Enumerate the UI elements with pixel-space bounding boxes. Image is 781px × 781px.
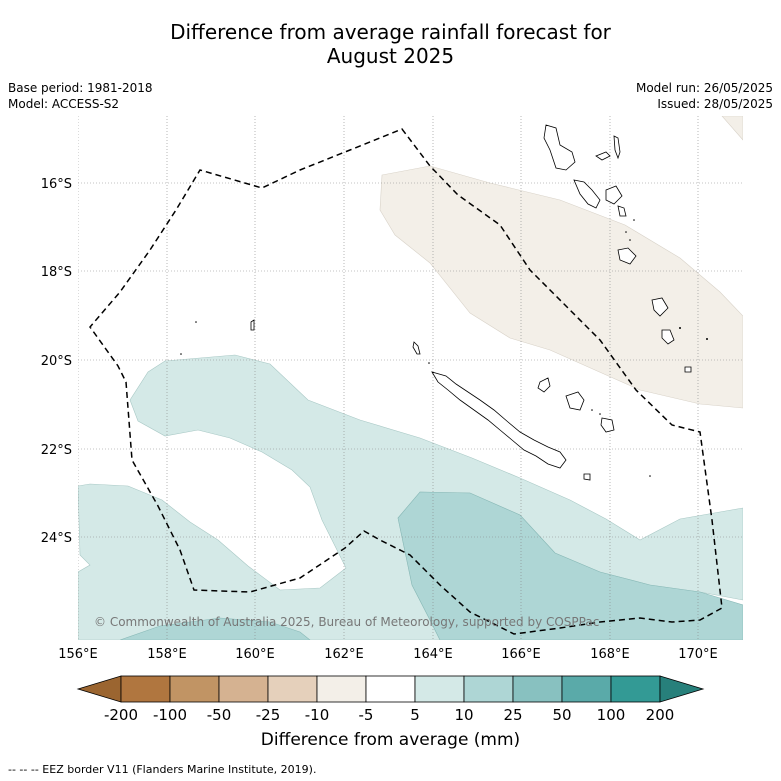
espiritu-santo-island <box>543 124 576 171</box>
anomaly-corner-tan <box>721 116 743 141</box>
lon-label: 166°E <box>501 647 541 662</box>
isle-of-pines <box>583 473 591 481</box>
colorbar-segment <box>463 675 514 703</box>
copyright-notice: © Commonwealth of Australia 2025, Bureau… <box>94 615 599 629</box>
maewo-island <box>613 135 621 160</box>
colorbar-segment <box>414 675 465 703</box>
latitude-labels: 16°S 18°S 20°S 22°S 24°S <box>41 177 72 546</box>
loyalty-island-2 <box>565 391 585 411</box>
lon-label: 164°E <box>413 647 453 662</box>
lon-label: 160°E <box>235 647 275 662</box>
aneityum-island <box>684 366 692 373</box>
colorbar-high-arrow <box>659 675 705 703</box>
title-line-2: August 2025 <box>326 44 455 68</box>
loyalty-island-1 <box>537 377 551 393</box>
colorbar-tick: 50 <box>552 706 571 724</box>
anomaly-region-tan <box>379 165 743 409</box>
lat-label: 24°S <box>41 531 72 546</box>
island-outlines <box>250 124 692 481</box>
eez-border <box>89 128 723 635</box>
eez-footnote: -- -- -- EEZ border V11 (Flanders Marine… <box>8 763 317 776</box>
colorbar-tick: -100 <box>153 706 187 724</box>
anomaly-region-mid-teal-south <box>119 617 311 640</box>
lon-label: 170°E <box>678 647 718 662</box>
colorbar-segment <box>218 675 269 703</box>
lat-label: 22°S <box>41 443 72 458</box>
anomaly-region-mid-teal <box>397 491 743 640</box>
belep-islands <box>412 341 421 355</box>
efate-island <box>617 247 637 265</box>
lat-label: 18°S <box>41 265 72 280</box>
colorbar-segment <box>120 675 171 703</box>
base-period: Base period: 1981-2018 <box>8 81 153 95</box>
issued-date: Issued: 28/05/2025 <box>657 97 773 111</box>
tanna-island <box>661 329 675 345</box>
pentecost-ambrym-island <box>605 185 623 205</box>
lon-label: 158°E <box>147 647 187 662</box>
meta-left: Base period: 1981-2018 Model: ACCESS-S2 <box>8 80 153 112</box>
lon-label: 156°E <box>58 647 98 662</box>
colorbar-segment <box>561 675 612 703</box>
loyalty-island-3 <box>600 417 615 433</box>
colorbar-segment <box>512 675 563 703</box>
title-line-1: Difference from average rainfall forecas… <box>170 20 611 44</box>
longitude-labels: 156°E 158°E 160°E 162°E 164°E 166°E 168°… <box>58 647 718 662</box>
colorbar-tick: 100 <box>597 706 626 724</box>
colorbar-tick: -50 <box>207 706 232 724</box>
map-title: Difference from average rainfall forecas… <box>0 20 781 68</box>
colorbar-segment <box>316 675 367 703</box>
colorbar-segment <box>610 675 661 703</box>
lat-label: 16°S <box>41 177 72 192</box>
colorbar-label: Difference from average (mm) <box>260 730 521 750</box>
lat-label: 20°S <box>41 354 72 369</box>
model-run: Model run: 26/05/2025 <box>635 81 773 95</box>
erromango-island <box>651 297 669 317</box>
meta-right: Model run: 26/05/2025 Issued: 28/05/2025 <box>636 80 773 112</box>
colorbar-tick: -10 <box>305 706 330 724</box>
colorbar-low-arrow <box>76 675 122 703</box>
lon-label: 168°E <box>590 647 630 662</box>
map-area: © Commonwealth of Australia 2025, Bureau… <box>78 116 743 640</box>
model-name: Model: ACCESS-S2 <box>8 97 120 111</box>
malekula-island <box>573 179 601 209</box>
colorbar-tick: 200 <box>646 706 675 724</box>
new-caledonia-island <box>431 371 567 469</box>
small-islets <box>180 219 708 477</box>
colorbar-tick: -5 <box>359 706 374 724</box>
colorbar-tick: 5 <box>410 706 420 724</box>
colorbar-tick: 25 <box>503 706 522 724</box>
colorbar-tick: -200 <box>104 706 138 724</box>
ambae-island <box>595 151 611 161</box>
colorbar-segment <box>267 675 318 703</box>
colorbar-tick: -25 <box>256 706 281 724</box>
colorbar-segment <box>169 675 220 703</box>
shepherd-islands <box>617 205 627 217</box>
colorbar <box>76 675 705 703</box>
gridlines <box>78 116 743 640</box>
colorbar-ticks: -200 -100 -50 -25 -10 -5 5 10 25 50 100 … <box>104 706 674 724</box>
colorbar-segment <box>365 675 416 703</box>
colorbar-tick: 10 <box>454 706 473 724</box>
lon-label: 162°E <box>324 647 364 662</box>
chesterfield-islet <box>250 319 255 331</box>
